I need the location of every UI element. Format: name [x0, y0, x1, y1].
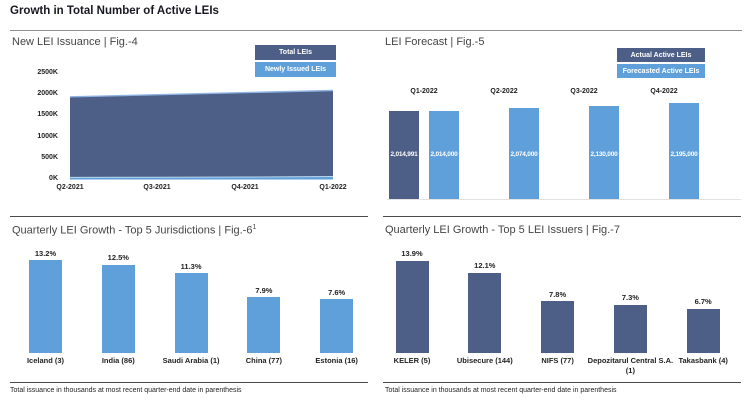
fig7-bar-value: 7.3% [621, 293, 639, 303]
fig6-bar-value: 7.9% [255, 285, 273, 295]
fig5-forecast-bar [669, 103, 699, 199]
fig7-bar [686, 308, 720, 353]
fig7-bar [613, 304, 647, 353]
fig6-category-label: Iceland (3) [26, 355, 65, 365]
fig7-bar-value: 7.8% [549, 289, 567, 299]
fig5-legend-forecasted-label: Forecasted Active LEIs [622, 67, 700, 75]
fig6-bar-value: 13.2% [34, 248, 57, 258]
fig4-y-tick: 2500K [37, 69, 58, 76]
fig5-baseline [387, 199, 741, 200]
fig6-category-label: Estonia (16) [315, 355, 358, 365]
fig4-x-label: Q4-2021 [231, 183, 259, 191]
fig4-heading: New LEI Issuance | Fig.-4 [12, 36, 138, 48]
fig4-y-tick: 2000K [37, 90, 58, 98]
fig4-legend: Total LEIs Newly Issued LEIs [255, 45, 336, 77]
mid-divider-left [10, 216, 368, 217]
fig5-category-label: Q3-2022 [570, 88, 598, 95]
fig4-y-tick: 1000K [37, 132, 58, 140]
fig6-heading-text: Quarterly LEI Growth - Top 5 Jurisdictio… [12, 224, 253, 237]
fig4-legend-total-leis: Total LEIs [255, 45, 336, 60]
fig5-actual-bar-value: 2,014,991 [390, 151, 418, 158]
fig5-heading: LEI Forecast | Fig.-5 [385, 36, 484, 48]
fig7-heading: Quarterly LEI Growth - Top 5 LEI Issuers… [385, 224, 620, 236]
page-title: Growth in Total Number of Active LEIs [10, 5, 219, 17]
footnote-divider-left [10, 382, 368, 383]
mid-divider-right [383, 216, 741, 217]
fig4-y-tick: 500K [41, 153, 58, 161]
fig6-category-label: China (77) [245, 355, 283, 365]
fig6-category-label: Saudi Arabia (1) [162, 355, 220, 365]
fig4-legend-newly-issued: Newly Issued LEIs [255, 62, 336, 77]
fig7-bar [468, 272, 502, 353]
fig5-legend-actual-label: Actual Active LEIs [630, 51, 692, 59]
fig5-legend-actual: Actual Active LEIs [617, 48, 705, 62]
fig5-actual-bar [389, 110, 419, 199]
fig6-bar-value: 7.6% [328, 287, 346, 297]
footnote-divider-right [383, 382, 741, 383]
fig5-forecast-bar-value: 2,195,000 [670, 151, 698, 158]
fig7-category-label: Depozitarul Central S.A. (1) [587, 355, 674, 375]
fig6-bar [29, 260, 62, 353]
fig7-category-label: KELER (5) [393, 355, 431, 365]
fig7-footnote: Total issuance in thousands at most rece… [385, 387, 617, 394]
fig7-category-label: Ubisecure (144) [456, 355, 513, 365]
fig6-bar [174, 273, 208, 353]
fig7-category-label: Takasbank (4) [678, 355, 728, 365]
fig6-footnote: Total issuance in thousands at most rece… [10, 387, 242, 394]
fig5-category-label: Q2-2022 [490, 88, 518, 95]
fig4-y-tick: 1500K [37, 111, 58, 119]
fig4-x-label: Q2-2021 [56, 183, 84, 191]
fig4-legend-total-leis-label: Total LEIs [279, 49, 312, 56]
fig5-forecast-bar [429, 110, 459, 199]
fig7-category-label: NIFS (77) [541, 355, 574, 365]
fig6-heading: Quarterly LEI Growth - Top 5 Jurisdictio… [12, 224, 256, 237]
fig6-bar-value: 12.5% [107, 253, 129, 263]
fig4-x-label: Q1-2022 [319, 183, 347, 191]
fig5-legend-forecasted: Forecasted Active LEIs [617, 64, 705, 78]
fig4-x-label: Q3-2021 [143, 183, 171, 191]
fig7-heading-text: Quarterly LEI Growth - Top 5 LEI Issuers… [385, 224, 620, 236]
fig7-bar [541, 301, 575, 353]
fig6-bar-value: 11.3% [180, 261, 202, 271]
fig5-legend: Actual Active LEIs Forecasted Active LEI… [617, 48, 705, 78]
fig5-category-label: Q1-2022 [410, 88, 438, 95]
fig5-category-label: Q4-2022 [650, 88, 678, 95]
fig7-bar-value: 12.1% [474, 261, 496, 271]
title-divider [10, 30, 742, 31]
fig6-bar [101, 264, 135, 353]
fig6-bar [320, 299, 354, 353]
fig5-forecast-bar-value: 2,130,000 [590, 151, 618, 158]
fig5-forecast-bar-value: 2,014,000 [430, 151, 458, 158]
fig6-category-label: India (86) [101, 355, 135, 365]
fig4-legend-newly-issued-label: Newly Issued LEIs [264, 66, 327, 73]
fig5-forecast-bar [589, 105, 619, 199]
fig6-heading-superscript: 1 [252, 224, 257, 231]
fig7-bar [395, 260, 429, 353]
fig7-bar-value: 6.7% [694, 297, 712, 307]
fig5-forecast-bar [509, 108, 539, 199]
fig7-bar-value: 13.9% [401, 249, 423, 259]
fig5-forecast-bar-value: 2,074,000 [510, 151, 538, 158]
fig6-bar [247, 297, 281, 353]
fig4-heading-text: New LEI Issuance | Fig.-4 [12, 36, 138, 48]
fig5-heading-text: LEI Forecast | Fig.-5 [385, 36, 485, 48]
fig4-y-tick: 0K [49, 175, 58, 182]
